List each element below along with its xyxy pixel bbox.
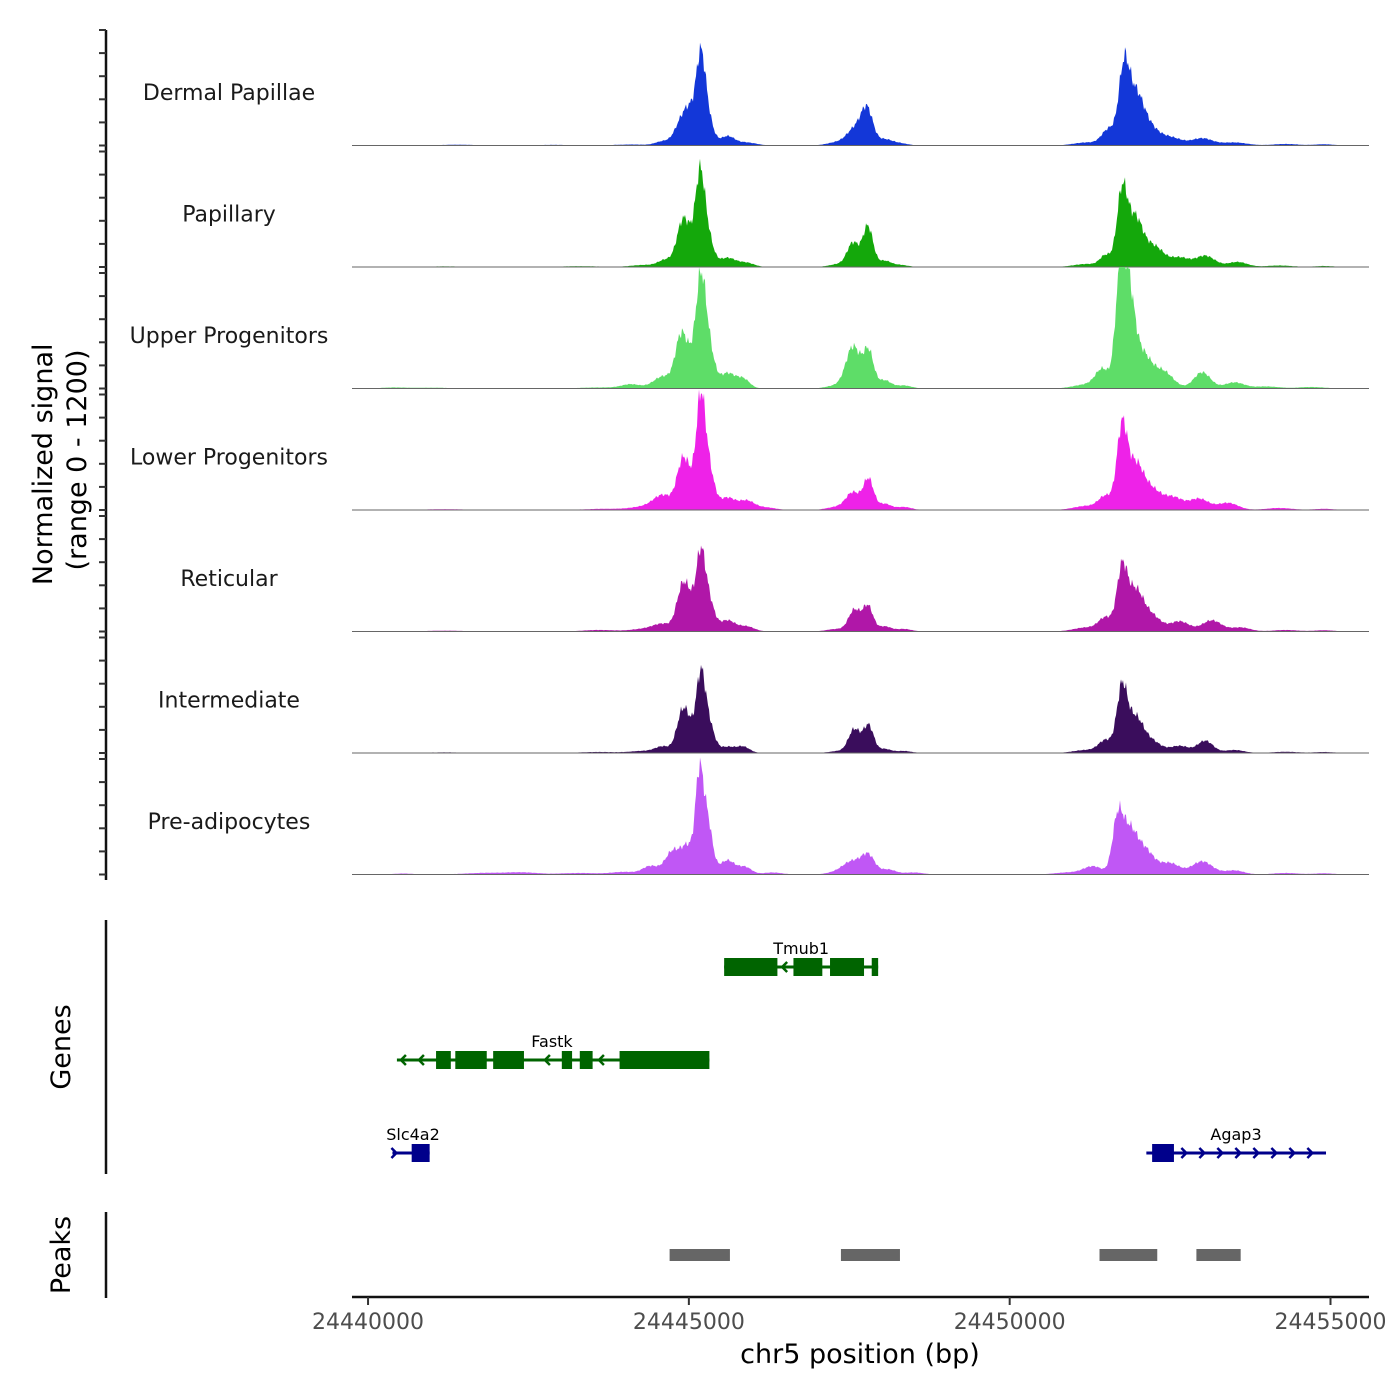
signal-area (352, 545, 1369, 632)
signal-area (352, 267, 1369, 389)
track-label: Dermal Papillae (143, 81, 315, 106)
gene-exon (455, 1051, 487, 1069)
gene-exon (724, 958, 778, 976)
strand-arrow-icon (1306, 1147, 1315, 1159)
y-axis-title-line-1: Normalized signal (28, 344, 59, 586)
gene-exon (493, 1051, 524, 1069)
x-tick-label: 24450000 (954, 1310, 1066, 1335)
signal-area (352, 42, 1369, 146)
track-label: Lower Progenitors (130, 446, 328, 471)
track-label: Pre-adipocytes (148, 810, 311, 835)
signal-area (352, 757, 1369, 875)
gene-exon (871, 958, 879, 976)
gene-annotation-track: Tmub1 Fastk Slc4a2 Agap3 (386, 939, 1327, 1162)
x-tick-label: 24440000 (312, 1310, 424, 1335)
signal-area (352, 389, 1369, 510)
strand-arrow-icon (1270, 1147, 1279, 1159)
coverage-y-ticks (99, 29, 106, 876)
strand-arrow-icon (1234, 1147, 1243, 1159)
gene-exon (793, 958, 823, 976)
strand-arrow-icon (399, 1054, 407, 1066)
x-tick-label: 24445000 (633, 1310, 745, 1335)
x-axis-title: chr5 position (bp) (740, 1339, 980, 1370)
gene-fastk: Fastk (396, 1032, 710, 1069)
gene-exon (830, 958, 865, 976)
strand-arrow-icon (1180, 1147, 1189, 1159)
y-axis-title-line-2: (range 0 - 1200) (62, 350, 93, 571)
track-pre-adipocytes: Pre-adipocytes (148, 757, 1369, 875)
gene-exon (411, 1144, 430, 1162)
coverage-y-axis (99, 29, 108, 880)
x-axis: 24440000 24445000 24450000 24455000 (312, 1295, 1387, 1335)
gene-exon (619, 1051, 710, 1069)
strand-arrow-icon (780, 961, 789, 973)
peaks-panel-title: Peaks (46, 1216, 77, 1294)
gene-slc4a2: Slc4a2 (386, 1125, 440, 1162)
track-label: Intermediate (158, 689, 300, 714)
gene-agap3: Agap3 (1146, 1125, 1327, 1162)
strand-arrow-icon (417, 1054, 425, 1066)
strand-arrow-icon (1288, 1147, 1297, 1159)
gene-exon (579, 1051, 593, 1069)
gene-tmub1: Tmub1 (724, 939, 879, 976)
signal-area (352, 158, 1369, 267)
track-label: Papillary (182, 203, 276, 228)
peak-region (840, 1249, 900, 1261)
strand-arrow-icon (1252, 1147, 1261, 1159)
gene-label: Agap3 (1210, 1125, 1261, 1144)
track-papillary: Papillary (182, 158, 1369, 268)
gene-exon (561, 1051, 573, 1069)
coverage-y-axis-title: Normalized signal (range 0 - 1200) (28, 335, 93, 585)
gene-label: Slc4a2 (386, 1125, 440, 1144)
track-label: Reticular (180, 567, 278, 592)
peak-region (1099, 1249, 1158, 1261)
peak-region (669, 1249, 730, 1261)
track-upper-progenitors: Upper Progenitors (130, 267, 1369, 389)
strand-arrow-icon (1198, 1147, 1207, 1159)
gene-label: Tmub1 (772, 939, 829, 958)
strand-arrow-icon (543, 1054, 551, 1066)
track-intermediate: Intermediate (158, 664, 1369, 754)
signal-area (352, 664, 1369, 753)
gene-exon (1152, 1144, 1174, 1162)
peaks-track (669, 1249, 1241, 1261)
strand-arrow-icon (597, 1054, 605, 1066)
track-lower-progenitors: Lower Progenitors (130, 389, 1369, 511)
track-label: Upper Progenitors (130, 324, 329, 349)
gene-label: Fastk (531, 1032, 573, 1051)
peak-region (1196, 1249, 1241, 1261)
gene-exon (436, 1051, 451, 1069)
x-tick-label: 24455000 (1275, 1310, 1387, 1335)
strand-arrow-icon (1216, 1147, 1225, 1159)
strand-arrow-icon (390, 1147, 399, 1159)
genes-panel-title: Genes (46, 1004, 77, 1089)
track-dermal-papillae: Dermal Papillae (143, 42, 1369, 146)
track-reticular: Reticular (180, 545, 1369, 632)
coverage-tracks: Dermal Papillae Papillary Upper Progenitor… (130, 42, 1369, 875)
